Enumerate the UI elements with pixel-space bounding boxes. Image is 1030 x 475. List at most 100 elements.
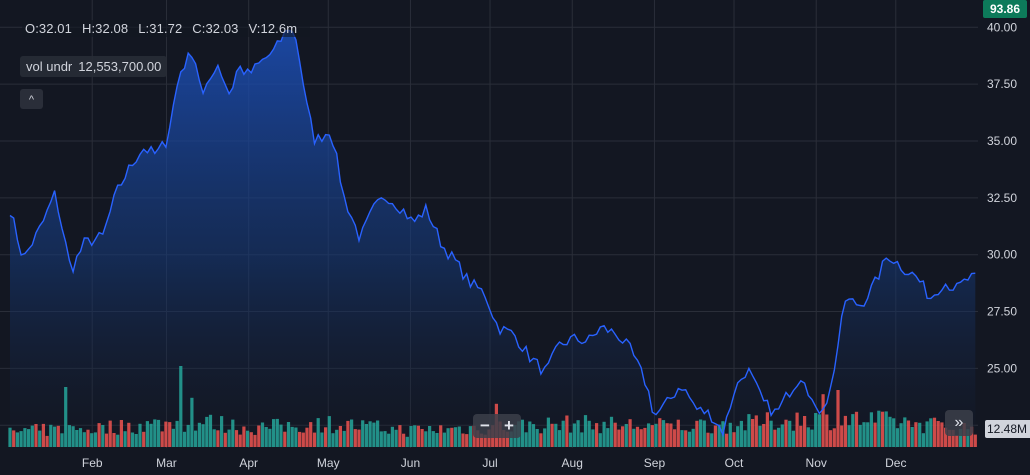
volume-bar-251 — [940, 422, 944, 447]
volume-bar-41 — [160, 431, 164, 447]
volume-bar-122 — [461, 433, 465, 447]
volume-bar-86 — [327, 416, 331, 447]
volume-bar-7 — [34, 424, 38, 447]
collapse-legend-button[interactable]: ^ — [20, 89, 43, 109]
x-tick-label-2: Apr — [239, 456, 258, 470]
volume-bar-88 — [335, 429, 339, 447]
low-value: L:31.72 — [138, 21, 183, 36]
volume-bar-233 — [873, 422, 877, 447]
volume-bar-78 — [298, 431, 302, 447]
volume-bar-5 — [27, 429, 31, 447]
volume-bar-92 — [350, 419, 354, 447]
volume-bar-244 — [914, 422, 918, 447]
volume-bar-163 — [613, 422, 617, 447]
volume-bar-239 — [895, 428, 899, 447]
volume-bar-155 — [583, 415, 588, 447]
volume-bar-36 — [142, 431, 146, 447]
volume-bar-215 — [806, 427, 810, 447]
volume-bar-96 — [364, 424, 368, 447]
volume-bar-214 — [803, 416, 807, 447]
zoom-in-button[interactable]: + — [504, 416, 514, 435]
ohlc-legend: O:32.01 H:32.08 L:31.72 C:32.03 V:12.6m — [22, 20, 311, 37]
volume-bar-187 — [702, 420, 706, 447]
volume-bar-11 — [49, 424, 53, 447]
volume-bar-128 — [483, 434, 487, 447]
volume-bar-204 — [765, 412, 769, 447]
volume-bar-106 — [402, 433, 406, 447]
volume-bar-116 — [439, 425, 443, 447]
volume-bar-154 — [580, 432, 584, 447]
volume-bar-95 — [361, 420, 365, 447]
volume-value: V:12.6m — [248, 21, 298, 36]
volume-bar-141 — [531, 424, 536, 447]
volume-bar-94 — [357, 429, 361, 447]
volume-bar-114 — [431, 431, 435, 447]
volume-bar-143 — [539, 433, 543, 447]
volume-bar-81 — [309, 422, 313, 447]
y-tick-label-7: 40.00 — [987, 20, 1017, 34]
volume-bar-231 — [866, 422, 870, 447]
zoom-out-button[interactable]: − — [480, 416, 490, 435]
volume-indicator-legend[interactable]: vol undr 12,553,700.00 — [20, 56, 168, 77]
volume-bar-133 — [502, 430, 506, 447]
volume-bar-75 — [286, 422, 291, 447]
volume-bar-10 — [45, 435, 49, 447]
volume-bar-13 — [56, 425, 60, 447]
volume-bar-227 — [851, 414, 855, 447]
volume-bar-24 — [97, 423, 101, 447]
volume-bar-115 — [435, 433, 439, 447]
volume-bar-74 — [283, 431, 287, 447]
volume-bar-83 — [316, 418, 320, 447]
scroll-to-realtime-button[interactable]: » — [945, 410, 973, 436]
volume-bar-0 — [8, 427, 12, 447]
volume-bar-177 — [665, 423, 669, 447]
volume-bar-6 — [30, 425, 34, 447]
volume-bar-189 — [710, 433, 714, 447]
volume-bar-183 — [687, 431, 692, 447]
volume-bar-76 — [290, 426, 294, 447]
volume-bar-21 — [86, 429, 90, 447]
volume-bar-158 — [595, 423, 599, 447]
volume-bar-12 — [53, 426, 57, 447]
volume-bar-161 — [606, 428, 610, 447]
volume-bar-144 — [543, 428, 547, 447]
volume-bar-174 — [654, 423, 658, 447]
volume-bar-243 — [910, 427, 914, 447]
volume-bar-176 — [661, 420, 666, 447]
volume-bar-188 — [706, 432, 710, 447]
volume-bar-253 — [947, 429, 951, 447]
volume-bar-57 — [220, 416, 224, 447]
volume-bar-190 — [713, 425, 717, 447]
volume-bar-223 — [836, 390, 840, 447]
volume-bar-175 — [658, 418, 662, 447]
volume-bar-110 — [416, 425, 420, 447]
volume-bar-101 — [383, 431, 387, 447]
volume-bar-226 — [847, 425, 851, 447]
volume-bar-121 — [457, 426, 461, 447]
volume-bar-39 — [153, 419, 157, 447]
volume-bar-50 — [194, 430, 198, 447]
volume-bar-82 — [312, 432, 317, 447]
volume-bar-209 — [784, 419, 788, 447]
last-price-badge: 93.86 — [983, 0, 1027, 18]
volume-bar-219 — [821, 394, 825, 447]
volume-bar-248 — [929, 418, 933, 447]
volume-bar-240 — [899, 423, 903, 447]
volume-bar-108 — [409, 426, 413, 447]
volume-bar-28 — [112, 433, 116, 447]
volume-bar-166 — [624, 424, 628, 447]
volume-bar-162 — [609, 416, 614, 447]
volume-bar-55 — [212, 429, 216, 447]
volume-bar-228 — [854, 411, 859, 447]
volume-bar-168 — [632, 428, 636, 447]
volume-bar-17 — [71, 426, 75, 447]
volume-bar-117 — [442, 432, 446, 447]
volume-bar-29 — [116, 434, 120, 447]
volume-bar-77 — [294, 427, 298, 447]
volume-bar-4 — [23, 428, 27, 447]
volume-bar-194 — [728, 422, 732, 447]
volume-bar-195 — [732, 432, 736, 447]
volume-bar-118 — [446, 428, 450, 447]
volume-bar-179 — [673, 429, 677, 447]
